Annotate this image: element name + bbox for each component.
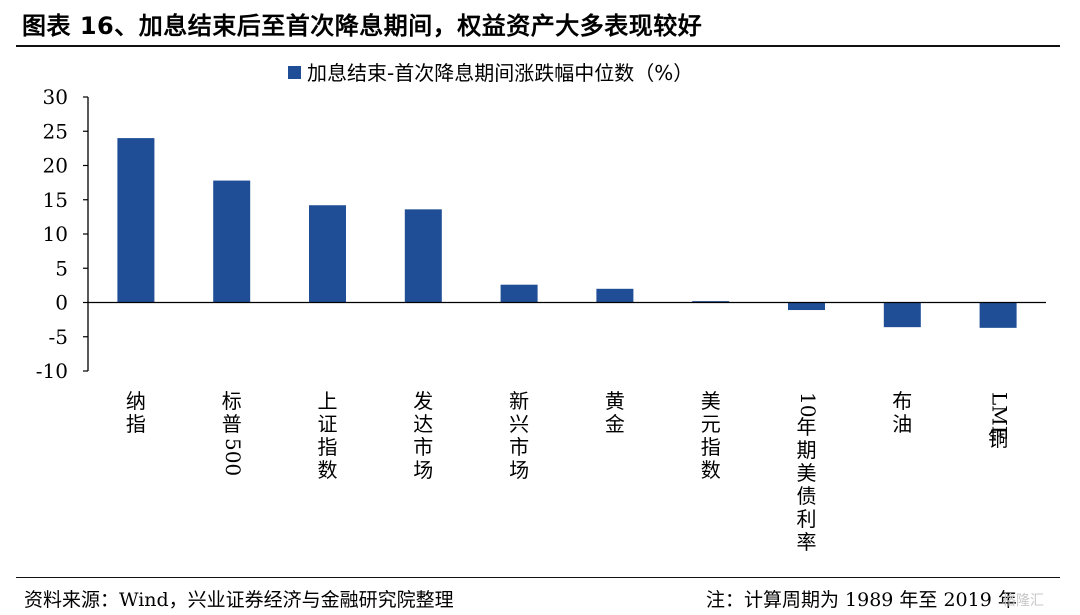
y-tick-label: -5 [49,325,68,349]
x-tick-label-char: 场 [509,458,529,482]
x-tick-label-char: 市 [413,435,433,459]
x-tick-label-char: 利 [797,507,817,531]
x-tick-label-char: 普 [222,412,242,436]
x-tick-label-char: 铜 [988,427,1008,451]
chart-title: 图表 16、加息结束后至首次降息期间，权益资产大多表现较好 [22,12,703,40]
x-tick-label-char: 上 [318,389,338,413]
x-tick-label-char: 标 [222,389,242,413]
x-tick-label-char: 金 [605,412,625,436]
source-text: 资料来源：Wind，兴业证券经济与金融研究院整理 [24,589,454,611]
y-tick-label: 20 [43,154,68,178]
x-tick-label-char: 场 [413,458,433,482]
watermark: 格隆汇 [1002,593,1044,609]
x-tick-label-char: 市 [509,435,529,459]
y-tick-label: 10 [43,222,68,246]
x-tick-label-text: LME [988,392,1012,440]
bar [692,301,730,303]
x-tick-label-char: 黄 [605,389,625,413]
x-tick-label-char: 达 [413,412,433,436]
y-axis: 30 25 20 15 10 5 0 -5 -10 [36,85,89,383]
bar [788,302,825,311]
x-tick-label-char: 指 [126,412,146,436]
x-tick-label-char: 布 [892,389,912,413]
bar [500,284,538,303]
x-tick-label-char: 美 [797,461,817,485]
x-tick-label-char: 指 [318,435,338,459]
bar [404,209,442,303]
legend: 加息结束-首次降息期间涨跌幅中位数（%） [288,61,693,85]
y-tick-label: 15 [43,188,68,212]
x-tick-label-char: 数 [318,458,338,482]
title-divider [16,45,1060,47]
x-tick-label: 纳指 [126,389,146,436]
x-tick-label-char: 指 [701,435,721,459]
note-text: 注：计算周期为 1989 年至 2019 年 [706,589,1017,611]
x-tick-label-char: 纳 [126,389,146,413]
x-tick-label-char: 美 [701,389,721,413]
bar [596,288,634,303]
bar [213,180,251,303]
x-tick-label: 布油 [892,389,912,436]
footer-divider [16,577,1060,578]
x-tick-label-char: 元 [701,412,721,436]
x-tick-label-char: 债 [797,484,817,508]
bar [117,138,155,303]
x-tick-label-char: 发 [413,389,433,413]
x-tick-label-char: 油 [892,412,912,436]
bar-chart: 加息结束-首次降息期间涨跌幅中位数（%） 30 25 20 15 10 5 0 -5 -10 纳… [36,61,1046,554]
x-tick-label-char: 证 [318,412,338,436]
legend-swatch [288,66,301,79]
bar [309,205,346,303]
legend-label: 加息结束-首次降息期间涨跌幅中位数（%） [307,61,693,85]
x-tick-label-text: 500 [221,438,245,476]
x-tick-label-char: 期 [797,438,817,462]
y-tick-label: 0 [55,291,68,315]
x-tick-label-char: 率 [797,530,817,554]
x-tick-label-char: 数 [701,458,721,482]
x-tick-label-char: 年 [797,415,817,439]
y-tick-label: 5 [55,256,68,280]
y-tick-label: 25 [43,119,68,143]
x-tick-label: 黄金 [605,389,625,436]
y-tick-label: 30 [43,85,68,109]
bars [117,138,1017,328]
x-tick-label-char: 兴 [509,412,529,436]
x-tick-label-text: 10 [796,392,820,417]
x-tick-label-char: 新 [509,389,529,413]
bar [883,302,921,328]
bar [979,302,1017,328]
y-tick-label: -10 [36,359,68,383]
